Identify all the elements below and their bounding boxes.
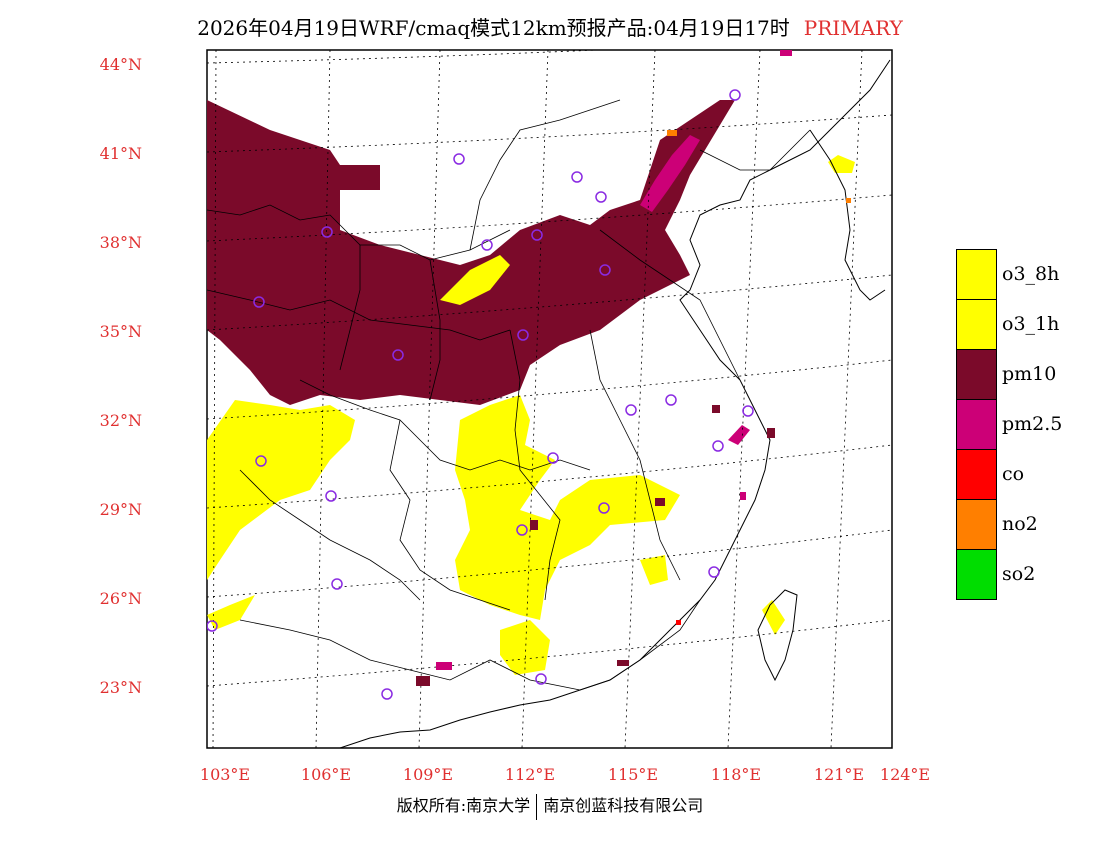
city-marker [712,440,724,452]
lon-label: 106°E [300,765,352,784]
copyright-right: 南京创蓝科技有限公司 [543,796,704,815]
legend-label: co [1002,463,1025,485]
city-marker [598,502,610,514]
o3-region-fujian [640,555,668,585]
lat-label: 26°N [99,589,142,608]
pm10-cell [530,520,538,530]
city-marker [253,296,265,308]
legend-item-pm25: pm2.5 [956,399,1096,449]
legend-swatch [956,449,997,499]
o3-region-southwest [207,400,355,580]
lon-label: 115°E [607,765,659,784]
copyright-footer: 版权所有:南京大学 南京创蓝科技有限公司 [0,792,1100,820]
lon-label: 103°E [199,765,251,784]
city-marker [381,688,393,700]
legend-item-no2: no2 [956,499,1096,549]
city-marker [255,455,267,467]
o3-region-central [455,395,680,620]
lat-label: 32°N [99,411,142,430]
legend-item-so2: so2 [956,549,1096,600]
city-marker [531,229,543,241]
lat-label: 38°N [99,233,142,252]
pm10-cell [416,676,430,686]
lon-label: 112°E [504,765,556,784]
copyright-left: 版权所有:南京大学 [396,796,531,815]
legend-label: pm10 [1002,363,1057,385]
taiwan-outline [757,589,798,682]
city-marker [481,239,493,251]
city-marker [708,566,720,578]
lat-label: 44°N [99,55,142,74]
korea-coast [809,129,886,301]
scattered-cells [416,50,851,686]
o3-region-southwest-edge [207,595,255,630]
city-marker [392,349,404,361]
pm10-cell [655,498,665,506]
no2-cell [667,130,677,136]
legend-item-co: co [956,449,1096,499]
pm10-region [207,100,735,405]
legend-item-o3-8h: o3_8h [956,249,1096,299]
legend-swatch [956,349,997,399]
map-title-text: 2026年04月19日WRF/cmaq模式12km预报产品:04月19日17时 [197,16,790,40]
lat-label: 29°N [99,500,142,519]
city-marker [207,620,218,632]
o3-region-south [500,620,550,675]
legend-swatch [956,249,997,299]
pm10-cell [712,405,720,413]
city-marker [517,329,529,341]
legend: o3_8h o3_1h pm10 pm2.5 co no2 so2 [956,249,1096,600]
footer-separator [536,793,538,820]
pm25-streak-ne [640,135,700,212]
legend-swatch [956,299,997,349]
legend-label: so2 [1002,563,1036,585]
pm25-cell [780,50,792,56]
legend-swatch [956,549,997,600]
pm25-streak-coast [728,425,750,445]
primary-tag: PRIMARY [803,16,903,40]
pm10-cell [767,428,775,438]
lon-label: 124°E [879,765,931,784]
lon-label: 121°E [813,765,865,784]
city-marker [535,673,547,685]
city-marker [599,264,611,276]
city-markers [207,89,754,700]
city-marker [729,89,741,101]
city-marker [595,191,607,203]
legend-label: no2 [1002,513,1038,535]
city-marker [571,171,583,183]
legend-swatch [956,399,997,449]
o3-region-north [440,255,510,305]
legend-swatch [956,499,997,549]
city-marker [625,404,637,416]
city-marker [742,405,754,417]
legend-label: o3_1h [1002,313,1060,335]
city-marker [325,490,337,502]
legend-item-pm10: pm10 [956,349,1096,399]
map-title: 2026年04月19日WRF/cmaq模式12km预报产品:04月19日17时 P… [0,12,1100,41]
lat-label: 23°N [99,678,142,697]
city-marker [321,226,333,238]
pm10-cell [617,660,629,666]
lat-label: 35°N [99,322,142,341]
city-marker [453,153,465,165]
city-marker [547,452,559,464]
city-marker [331,578,343,590]
lon-label: 118°E [710,765,762,784]
city-marker [516,524,528,536]
city-marker [665,394,677,406]
legend-label: o3_8h [1002,263,1060,285]
coastline [339,59,891,748]
pm25-cell [740,492,746,500]
graticule [207,50,892,748]
legend-label: pm2.5 [1002,413,1063,435]
co-cell [676,620,681,625]
pm25-cell [436,662,452,670]
no2-cell [846,198,851,203]
lat-label: 41°N [99,144,142,163]
lon-label: 109°E [402,765,454,784]
legend-item-o3-1h: o3_1h [956,299,1096,349]
